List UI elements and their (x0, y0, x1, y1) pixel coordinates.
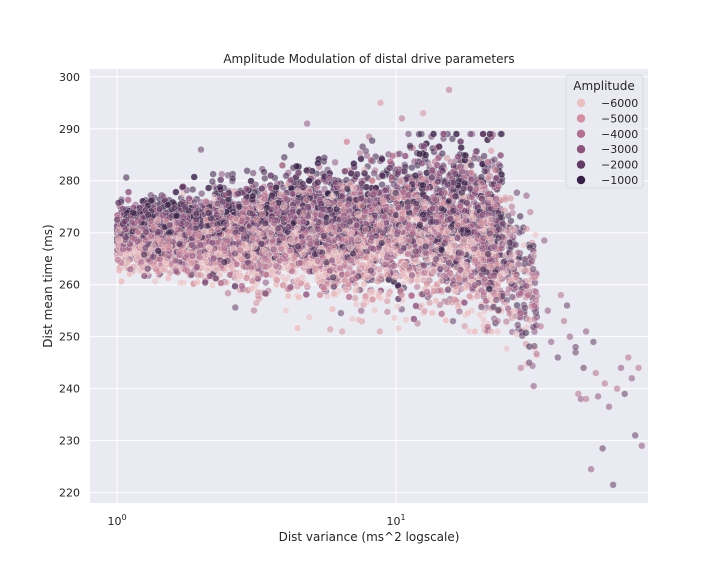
data-point (338, 310, 345, 317)
data-point (189, 186, 196, 193)
data-point (332, 159, 339, 166)
data-point (488, 147, 495, 154)
data-point (152, 278, 159, 285)
data-point (262, 279, 269, 286)
data-point (226, 272, 233, 279)
data-point (210, 171, 217, 178)
data-point (177, 279, 184, 286)
data-point (339, 328, 346, 335)
data-point (353, 301, 360, 308)
data-point (352, 295, 359, 302)
data-point (494, 328, 501, 335)
data-point (306, 314, 313, 321)
data-point (282, 307, 289, 314)
data-point (251, 307, 258, 314)
data-point (391, 315, 398, 322)
data-point (414, 283, 421, 290)
data-point (405, 131, 412, 138)
data-point (416, 131, 423, 138)
data-point (288, 142, 295, 149)
data-point (371, 307, 378, 314)
data-point (395, 325, 402, 332)
data-point (327, 326, 334, 333)
data-point (225, 290, 232, 297)
data-point (232, 304, 239, 311)
data-point (198, 190, 205, 197)
data-point (324, 293, 331, 300)
data-point (456, 308, 463, 315)
